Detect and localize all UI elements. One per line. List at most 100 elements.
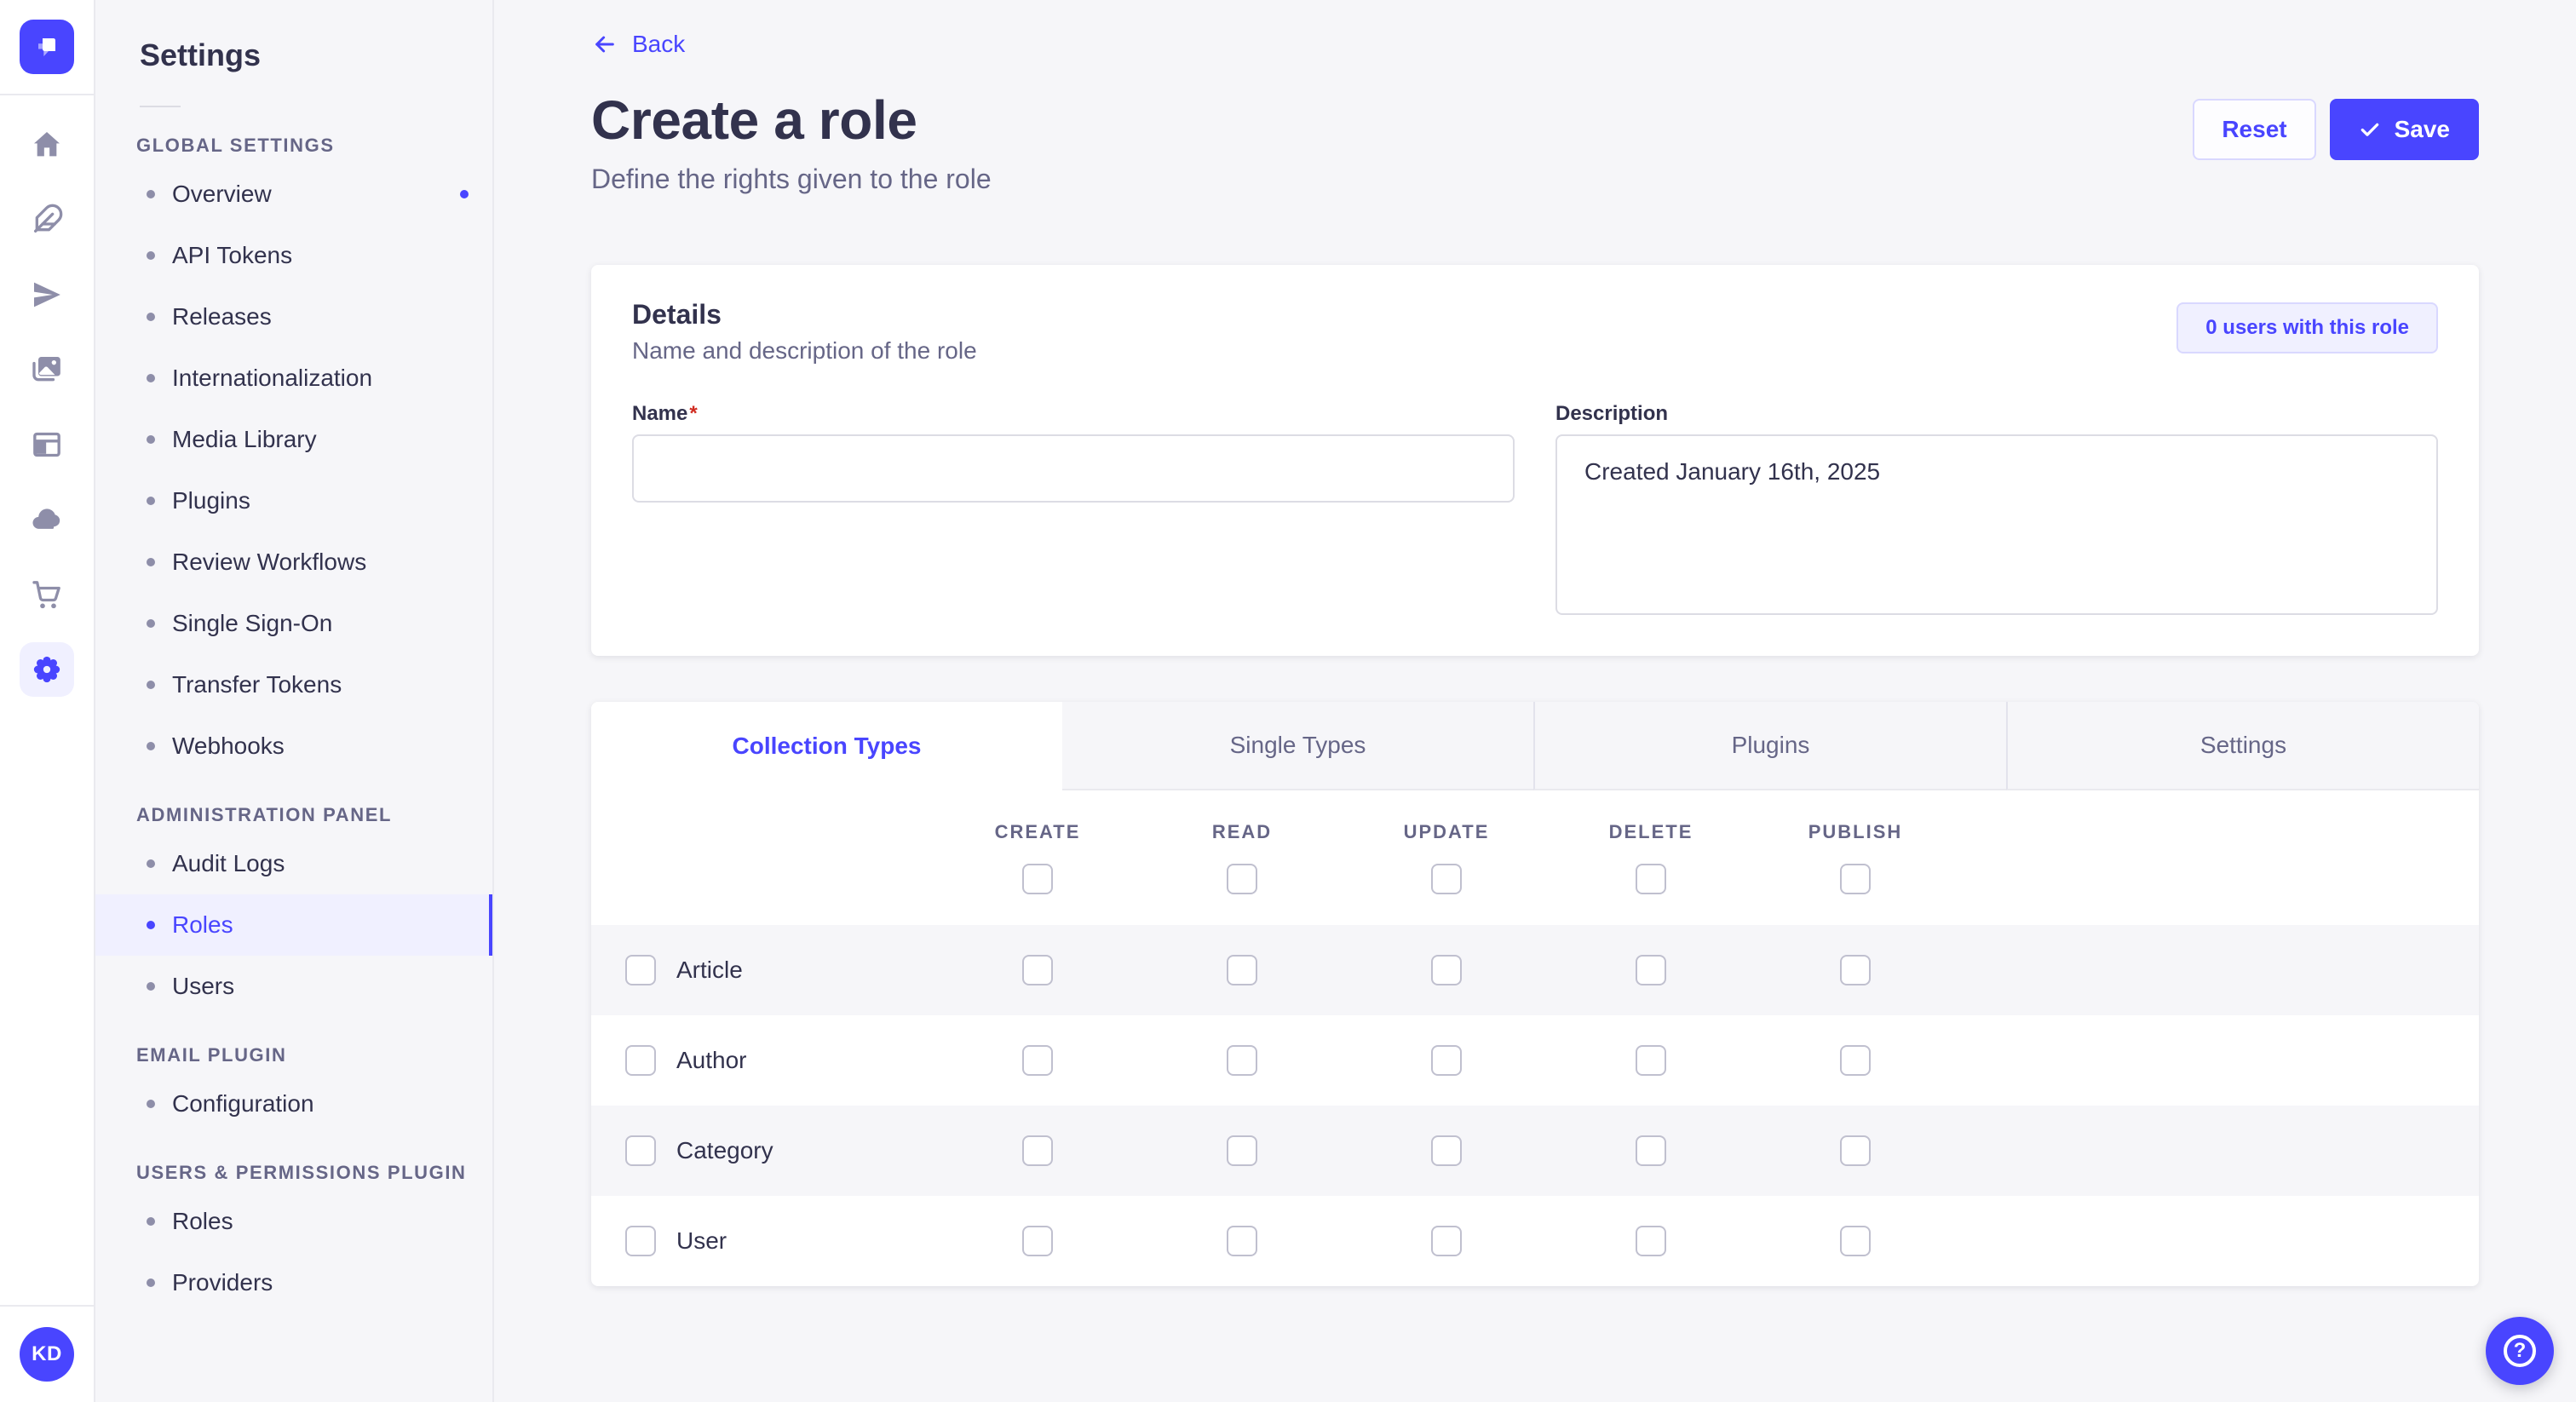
description-textarea[interactable]: Created January 16th, 2025 (1555, 434, 2438, 615)
permission-checkbox-read[interactable] (1227, 1045, 1257, 1076)
back-link[interactable]: Back (591, 31, 685, 58)
check-icon (2360, 123, 2378, 136)
column-header: UPDATE (1403, 821, 1490, 842)
sidebar-item-webhooks[interactable]: Webhooks (95, 715, 492, 777)
permission-checkbox-update[interactable] (1431, 955, 1462, 985)
sidebar-item-audit-logs[interactable]: Audit Logs (95, 833, 492, 894)
permission-checkbox-publish[interactable] (1840, 1045, 1871, 1076)
permission-checkbox-create[interactable] (1022, 1226, 1053, 1256)
column-header: READ (1211, 821, 1273, 842)
permission-checkbox-delete[interactable] (1636, 1045, 1666, 1076)
sidebar-item-plugins[interactable]: Plugins (95, 470, 492, 531)
cloud-icon[interactable] (20, 492, 74, 547)
permissions-header: CREATE READ UPDATE DELETE PUBLISH (591, 790, 2479, 925)
details-subtitle: Name and description of the role (632, 337, 977, 364)
sidebar-item-releases[interactable]: Releases (95, 286, 492, 348)
sidebar-item-media-library[interactable]: Media Library (95, 409, 492, 470)
section-label: ADMINISTRATION PANEL (136, 804, 393, 825)
permission-checkbox-read[interactable] (1227, 955, 1257, 985)
row-label: Article (676, 957, 743, 983)
bullet-icon (147, 374, 155, 382)
sidebar-item-api-tokens[interactable]: API Tokens (95, 225, 492, 286)
permission-checkbox-update[interactable] (1431, 1045, 1462, 1076)
permission-checkbox-publish[interactable] (1840, 1135, 1871, 1166)
sidebar-item-review-workflows[interactable]: Review Workflows (95, 531, 492, 593)
column-select-checkbox-read[interactable] (1227, 864, 1257, 894)
arrow-left-icon (595, 36, 614, 53)
tab-settings[interactable]: Settings (2006, 702, 2479, 790)
row-select-checkbox[interactable] (625, 1226, 656, 1256)
table-row-author: Author (591, 1015, 2479, 1106)
gear-icon[interactable] (20, 642, 74, 697)
sidebar-item-single-sign-on[interactable]: Single Sign-On (95, 593, 492, 654)
name-input[interactable] (632, 434, 1515, 503)
permission-checkbox-create[interactable] (1022, 1135, 1053, 1166)
section-label: USERS & PERMISSIONS PLUGIN (136, 1162, 467, 1183)
reset-button[interactable]: Reset (2193, 99, 2316, 160)
icon-rail: KD (0, 0, 95, 1402)
column-select-checkbox-update[interactable] (1431, 864, 1462, 894)
section-label: EMAIL PLUGIN (136, 1044, 287, 1066)
column-select-checkbox-create[interactable] (1022, 864, 1053, 894)
table-row-article: Article (591, 925, 2479, 1015)
table-row-category: Category (591, 1106, 2479, 1196)
paper-plane-icon[interactable] (20, 267, 74, 322)
settings-subnav: Settings GLOBAL SETTINGS Overview API To… (95, 0, 494, 1402)
sidebar-item-roles[interactable]: Roles (95, 894, 492, 956)
column-select-checkbox-publish[interactable] (1840, 864, 1871, 894)
sidebar-item-up-roles[interactable]: Roles (95, 1191, 492, 1252)
page-subtitle: Define the rights given to the role (591, 164, 992, 194)
permission-checkbox-read[interactable] (1227, 1226, 1257, 1256)
subnav-title: Settings (140, 37, 262, 72)
sidebar-item-users[interactable]: Users (95, 956, 492, 1017)
bullet-icon (147, 921, 155, 929)
sidebar-item-internationalization[interactable]: Internationalization (95, 348, 492, 409)
user-avatar[interactable]: KD (20, 1327, 74, 1382)
permission-checkbox-update[interactable] (1431, 1135, 1462, 1166)
rail-bottom: KD (0, 1305, 94, 1402)
sidebar-item-configuration[interactable]: Configuration (95, 1073, 492, 1135)
row-select-checkbox[interactable] (625, 955, 656, 985)
permission-checkbox-delete[interactable] (1636, 955, 1666, 985)
feather-icon[interactable] (20, 192, 74, 247)
description-label: Description (1555, 402, 1669, 425)
help-button[interactable]: ? (2486, 1317, 2554, 1385)
permission-checkbox-publish[interactable] (1840, 1226, 1871, 1256)
row-select-checkbox[interactable] (625, 1135, 656, 1166)
permission-checkbox-read[interactable] (1227, 1135, 1257, 1166)
bullet-icon (147, 1100, 155, 1108)
notification-dot (460, 190, 469, 198)
permission-checkbox-delete[interactable] (1636, 1226, 1666, 1256)
row-label: User (676, 1227, 727, 1254)
sidebar-item-overview[interactable]: Overview (95, 164, 492, 225)
sidebar-item-providers[interactable]: Providers (95, 1252, 492, 1313)
name-label: Name * (632, 402, 698, 425)
strapi-logo[interactable] (20, 20, 74, 74)
tab-plugins[interactable]: Plugins (1533, 702, 2006, 790)
permission-checkbox-update[interactable] (1431, 1226, 1462, 1256)
row-label: Category (676, 1137, 773, 1164)
page-title: Create a role (591, 89, 917, 151)
pictures-icon[interactable] (20, 342, 74, 397)
column-header: PUBLISH (1808, 821, 1903, 842)
bullet-icon (147, 190, 155, 198)
layout-icon[interactable] (20, 417, 74, 472)
permission-checkbox-create[interactable] (1022, 955, 1053, 985)
column-select-checkbox-delete[interactable] (1636, 864, 1666, 894)
save-button[interactable]: Save (2329, 99, 2479, 160)
permission-checkbox-delete[interactable] (1636, 1135, 1666, 1166)
bullet-icon (147, 558, 155, 566)
sidebar-item-transfer-tokens[interactable]: Transfer Tokens (95, 654, 492, 715)
tab-collection-types[interactable]: Collection Types (591, 702, 1062, 790)
tab-single-types[interactable]: Single Types (1062, 702, 1533, 790)
bullet-icon (147, 982, 155, 991)
permission-checkbox-publish[interactable] (1840, 955, 1871, 985)
permission-checkbox-create[interactable] (1022, 1045, 1053, 1076)
home-icon[interactable] (20, 118, 74, 172)
row-select-checkbox[interactable] (625, 1045, 656, 1076)
section-users-permissions-plugin: USERS & PERMISSIONS PLUGIN Roles Provide… (95, 1162, 492, 1313)
bullet-icon (147, 1278, 155, 1287)
cart-icon[interactable] (20, 567, 74, 622)
bullet-icon (147, 313, 155, 321)
